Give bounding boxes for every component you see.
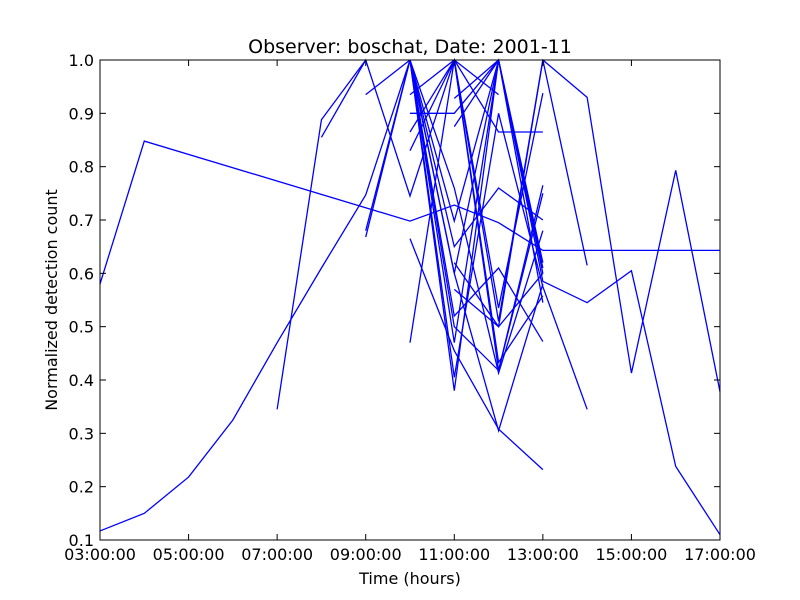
series-line-16 <box>409 59 544 249</box>
series-line-9 <box>409 57 544 365</box>
plot-area-frame <box>99 59 721 541</box>
series-line-19 <box>409 59 544 342</box>
x-tick-label: 03:00:00 <box>64 545 136 564</box>
series-line-13 <box>409 238 544 471</box>
x-tick-label: 13:00:00 <box>507 545 579 564</box>
y-tick-label: 0.1 <box>69 531 94 550</box>
series-line-20 <box>409 59 544 303</box>
y-tick-label: 1.0 <box>69 51 94 70</box>
y-tick-label: 0.6 <box>69 264 94 283</box>
series-line-18 <box>409 59 588 410</box>
series-line-5 <box>365 59 500 391</box>
series-line-6 <box>365 59 411 96</box>
y-tick-label: 0.8 <box>69 158 94 177</box>
series-line-4 <box>320 59 367 138</box>
x-tick-label: 11:00:00 <box>418 545 490 564</box>
x-tick-label: 07:00:00 <box>241 545 313 564</box>
y-tick-label: 0.4 <box>69 371 94 390</box>
x-tick-label: 05:00:00 <box>153 545 225 564</box>
y-axis-label: Normalized detection count <box>42 189 61 411</box>
y-tick-label: 0.7 <box>69 211 94 230</box>
series-line-17 <box>409 59 544 372</box>
series-line-11 <box>410 58 544 274</box>
series-line-1 <box>99 140 720 285</box>
series-line-25 <box>453 59 588 328</box>
series-line-15 <box>409 59 544 376</box>
y-tick-label: 0.9 <box>69 104 94 123</box>
x-tick-label: 15:00:00 <box>595 545 667 564</box>
tick-layer: 03:00:00 05:00:00 07:00:00 09:00:00 11:00:00… <box>64 51 756 564</box>
series-line-21 <box>453 59 499 99</box>
chart-title: Observer: boschat, Date: 2001-11 <box>248 36 572 58</box>
y-tick-label: 0.2 <box>69 478 94 497</box>
series-line-3 <box>276 58 721 410</box>
series-line-22 <box>453 59 499 96</box>
y-tick-label: 0.5 <box>69 318 94 337</box>
series-line-12 <box>409 59 543 133</box>
x-tick-label: 09:00:00 <box>330 545 402 564</box>
series-line-14 <box>409 59 544 433</box>
x-tick-label: 17:00:00 <box>684 545 756 564</box>
y-tick-label: 0.3 <box>69 424 94 443</box>
x-axis-label: Time (hours) <box>358 569 461 588</box>
